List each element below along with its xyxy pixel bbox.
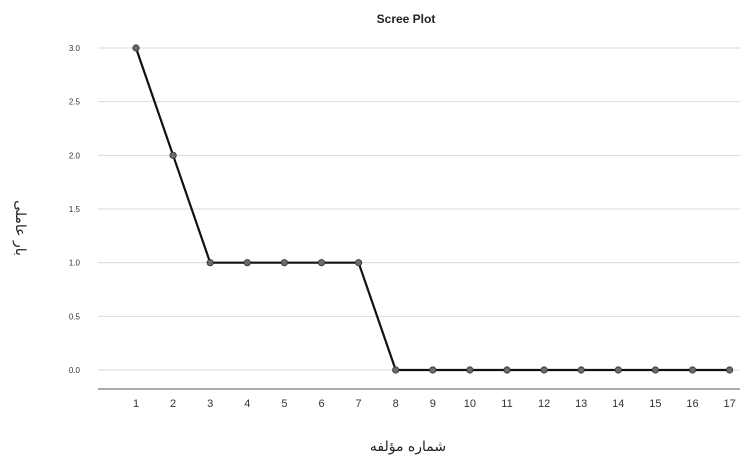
data-point (429, 366, 437, 374)
y-tick-label: 0.0 (69, 366, 81, 375)
y-axis-label: بار عاملی (12, 200, 28, 256)
y-tick-label: 2.5 (69, 98, 81, 107)
x-tick-label: 17 (723, 398, 735, 410)
x-tick-label: 9 (430, 398, 436, 410)
x-tick-label: 6 (318, 398, 324, 410)
y-tick-label: 2.0 (69, 151, 81, 160)
x-tick-label: 1 (133, 398, 139, 410)
x-tick-label: 13 (575, 398, 587, 410)
data-point (243, 259, 251, 267)
data-point (688, 366, 697, 374)
y-tick-label: 1.0 (69, 259, 81, 268)
data-point (503, 366, 511, 374)
data-points (132, 44, 734, 374)
data-point (169, 151, 177, 159)
data-point (577, 366, 585, 374)
data-point (540, 366, 548, 374)
data-point (466, 366, 474, 374)
data-point (317, 259, 326, 267)
x-tick-label: 3 (207, 398, 213, 410)
x-tick-label: 7 (356, 398, 362, 410)
chart-title: Scree Plot (377, 12, 436, 26)
x-tick-label: 14 (612, 398, 624, 410)
x-tick-label: 11 (501, 398, 512, 410)
x-tick-label: 5 (281, 398, 287, 410)
data-point (651, 366, 660, 374)
x-tick-label: 2 (170, 398, 176, 410)
x-tick-label: 15 (649, 398, 661, 410)
data-point (354, 259, 363, 267)
x-axis-label: شماره مؤلفه (370, 439, 446, 455)
data-point (614, 366, 622, 374)
x-tick-label: 16 (686, 398, 698, 410)
data-point (280, 259, 288, 267)
data-point (206, 259, 214, 267)
y-tick-label: 0.5 (69, 312, 81, 321)
x-tick-label: 12 (538, 398, 550, 410)
gridlines (98, 47, 740, 371)
x-tick-label: 4 (244, 398, 250, 410)
x-tick-labels: 1 2 3 4 5 6 7 8 9 10 11 12 13 14 15 16 17 (133, 398, 736, 410)
y-tick-label: 1.5 (69, 205, 81, 214)
y-tick-label: 3.0 (69, 44, 81, 53)
data-point (132, 44, 140, 52)
data-point (392, 366, 400, 374)
x-tick-label: 10 (464, 398, 476, 410)
data-point (725, 366, 734, 374)
y-tick-labels: 0.0 0.5 1.0 1.5 2.0 2.5 3.0 (69, 44, 81, 375)
x-tick-label: 8 (393, 398, 399, 410)
